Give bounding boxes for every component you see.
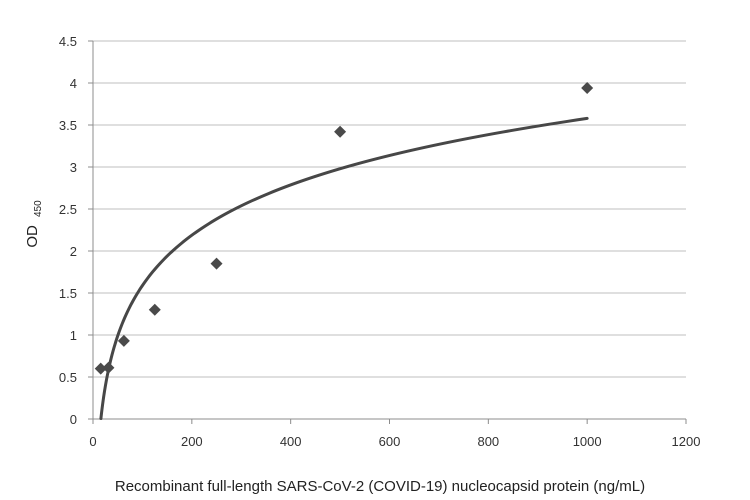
x-tick-label-4: 800 — [477, 434, 499, 449]
data-point-2 — [117, 334, 130, 347]
y-axis-title-subscript: 450 — [33, 200, 44, 217]
axes — [88, 40, 687, 424]
x-axis-title: Recombinant full-length SARS-CoV-2 (COVI… — [115, 478, 645, 495]
grid-lines — [93, 40, 686, 378]
y-axis-title: OD 450 — [24, 200, 44, 248]
data-point-1 — [102, 361, 115, 374]
data-point-3 — [148, 303, 161, 316]
data-point-6 — [581, 82, 594, 95]
x-tick-label-5: 1000 — [573, 434, 602, 449]
x-tick-label-0: 0 — [89, 434, 96, 449]
y-tick-label-5: 2.5 — [59, 202, 77, 217]
x-tick-label-6: 1200 — [672, 434, 701, 449]
y-tick-label-4: 2 — [70, 244, 77, 259]
data-point-5 — [334, 125, 347, 138]
y-tick-label-8: 4 — [70, 76, 77, 91]
y-tick-label-7: 3.5 — [59, 118, 77, 133]
y-tick-label-0: 0 — [70, 412, 77, 427]
trendline-layer — [99, 116, 589, 421]
y-tick-label-2: 1 — [70, 328, 77, 343]
x-tick-label-2: 400 — [280, 434, 302, 449]
data-point-4 — [210, 257, 223, 270]
y-axis-title-main: OD — [24, 225, 41, 248]
data-points — [94, 82, 594, 375]
trendline — [99, 116, 589, 421]
y-axis-tick-labels: 0 0.5 1 1.5 2 2.5 3 3.5 4 4.5 — [59, 34, 77, 427]
x-axis-tick-labels: 0 200 400 600 800 1000 1200 — [89, 434, 700, 449]
y-tick-label-1: 0.5 — [59, 370, 77, 385]
y-tick-label-9: 4.5 — [59, 34, 77, 49]
x-tick-label-3: 600 — [379, 434, 401, 449]
y-tick-label-6: 3 — [70, 160, 77, 175]
data-point-0 — [94, 362, 107, 375]
x-tick-label-1: 200 — [181, 434, 203, 449]
y-tick-label-3: 1.5 — [59, 286, 77, 301]
